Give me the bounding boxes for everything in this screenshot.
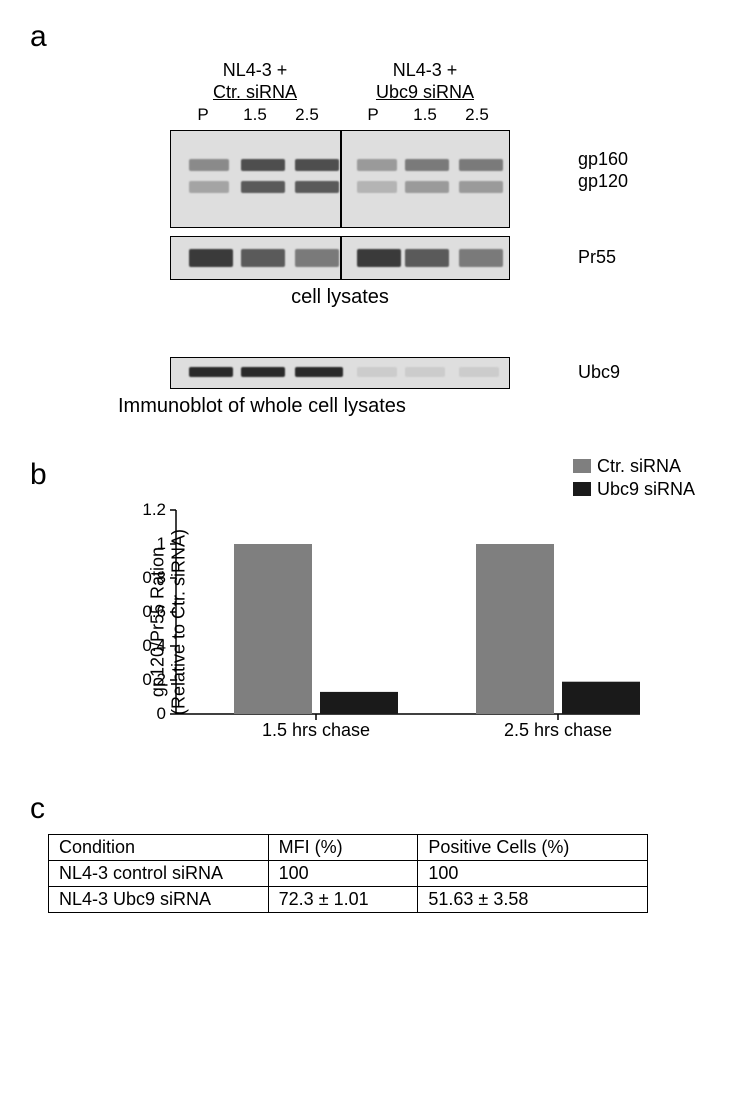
legend-label-ubc9: Ubc9 siRNA — [597, 479, 695, 500]
gel-band — [189, 249, 233, 267]
table-cell: MFI (%) — [268, 834, 418, 860]
gel-band — [459, 159, 503, 171]
gel-band — [295, 367, 343, 377]
gel-band — [459, 181, 503, 193]
panel-a-letter: a — [30, 20, 705, 54]
panel-a-content: NL4-3 + Ctr. siRNA P 1.5 2.5 NL4-3 + Ubc… — [110, 60, 570, 418]
gel-band — [189, 181, 229, 193]
panel-c: c ConditionMFI (%)Positive Cells (%)NL4-… — [30, 792, 705, 913]
ylabel-line1: gp120/Pr55 Ration — [147, 512, 168, 732]
chart-area: Ctr. siRNA Ubc9 siRNA gp120/Pr55 Ration … — [130, 502, 705, 742]
bar — [562, 681, 640, 713]
gel-band — [405, 181, 449, 193]
lane-label: P — [189, 105, 217, 125]
x-tick-label: 2.5 hrs chase — [504, 720, 612, 740]
gel-top — [170, 130, 510, 228]
bar — [476, 544, 554, 714]
legend-swatch-ubc9 — [573, 482, 591, 496]
lane-label: 2.5 — [293, 105, 321, 125]
table-cell: Positive Cells (%) — [418, 834, 648, 860]
caption-cell-lysates: cell lysates — [110, 286, 570, 309]
gel-band — [459, 367, 499, 377]
table-cell: NL4-3 control siRNA — [49, 860, 269, 886]
label-gp160: gp160 — [578, 150, 628, 168]
gel-band — [357, 181, 397, 193]
gel-band — [189, 367, 233, 377]
table-cell: 100 — [268, 860, 418, 886]
table-row: ConditionMFI (%)Positive Cells (%) — [49, 834, 648, 860]
ylabel-line2: (Relative to Ctr. siRNA) — [168, 512, 189, 732]
label-pr55: Pr55 — [578, 248, 616, 266]
bar — [320, 691, 398, 713]
legend-item-ctr: Ctr. siRNA — [573, 456, 695, 477]
table-cell: NL4-3 Ubc9 siRNA — [49, 886, 269, 912]
table-cell: Condition — [49, 834, 269, 860]
gel-band — [405, 367, 445, 377]
label-ubc9: Ubc9 — [578, 363, 620, 381]
gel-band — [189, 159, 229, 171]
gel-band — [459, 249, 503, 267]
table-cell: 100 — [418, 860, 648, 886]
lane-labels-left: P 1.5 2.5 — [185, 105, 325, 125]
lane-label: P — [359, 105, 387, 125]
header-right: NL4-3 + Ubc9 siRNA P 1.5 2.5 — [355, 60, 495, 126]
panel-c-letter: c — [30, 792, 705, 826]
gel-bot-row: Ubc9 — [110, 357, 570, 389]
panel-b: b Ctr. siRNA Ubc9 siRNA gp120/Pr55 Ratio… — [30, 458, 705, 742]
gel-band — [295, 159, 339, 171]
table-cell: 51.63 ± 3.58 — [418, 886, 648, 912]
header-right-line1: NL4-3 + — [355, 60, 495, 82]
bar-chart: 00.20.40.60.811.21.5 hrs chase2.5 hrs ch… — [130, 502, 650, 742]
header-left-line2: Ctr. siRNA — [185, 82, 325, 104]
header-left: NL4-3 + Ctr. siRNA P 1.5 2.5 — [185, 60, 325, 126]
table-row: NL4-3 Ubc9 siRNA72.3 ± 1.0151.63 ± 3.58 — [49, 886, 648, 912]
lane-labels-right: P 1.5 2.5 — [355, 105, 495, 125]
legend-item-ubc9: Ubc9 siRNA — [573, 479, 695, 500]
x-tick-label: 1.5 hrs chase — [262, 720, 370, 740]
lane-label: 1.5 — [411, 105, 439, 125]
gel-mid — [170, 236, 510, 280]
gel-band — [295, 181, 339, 193]
gel-split-line — [340, 131, 342, 227]
gel-split-line — [340, 237, 342, 279]
gel-band — [405, 249, 449, 267]
table-cell: 72.3 ± 1.01 — [268, 886, 418, 912]
gel-band — [241, 249, 285, 267]
gel-band — [357, 367, 397, 377]
gel-band — [241, 181, 285, 193]
label-gp120: gp120 — [578, 172, 628, 190]
table-row: NL4-3 control siRNA100100 — [49, 860, 648, 886]
gel-band — [241, 159, 285, 171]
gel-band — [405, 159, 449, 171]
gel-band — [241, 367, 285, 377]
gel-top-row: gp160 gp120 — [110, 130, 570, 228]
gel-top-labels: gp160 gp120 — [578, 150, 628, 190]
legend-swatch-ctr — [573, 459, 591, 473]
caption-immunoblot: Immunoblot of whole cell lysates — [118, 395, 570, 418]
lane-label: 2.5 — [463, 105, 491, 125]
chart-y-label: gp120/Pr55 Ration (Relative to Ctr. siRN… — [147, 512, 188, 732]
gel-band — [357, 249, 401, 267]
gel-mid-row: Pr55 — [110, 236, 570, 280]
legend-label-ctr: Ctr. siRNA — [597, 456, 681, 477]
chart-legend: Ctr. siRNA Ubc9 siRNA — [573, 456, 695, 502]
bar — [234, 544, 312, 714]
gel-header-row: NL4-3 + Ctr. siRNA P 1.5 2.5 NL4-3 + Ubc… — [110, 60, 570, 126]
panel-c-table: ConditionMFI (%)Positive Cells (%)NL4-3 … — [48, 834, 648, 913]
gel-band — [295, 249, 339, 267]
header-right-line2: Ubc9 siRNA — [355, 82, 495, 104]
lane-label: 1.5 — [241, 105, 269, 125]
header-left-line1: NL4-3 + — [185, 60, 325, 82]
gel-band — [357, 159, 397, 171]
gel-bot — [170, 357, 510, 389]
